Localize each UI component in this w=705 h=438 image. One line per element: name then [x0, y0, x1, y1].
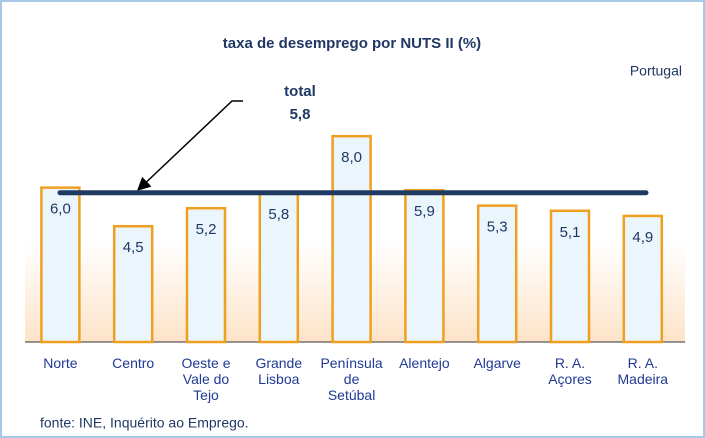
bar	[185, 206, 227, 344]
total-label: total	[284, 83, 316, 100]
bar	[404, 188, 445, 344]
value-label: 5,3	[487, 219, 508, 236]
chart-title: taxa de desemprego por NUTS II (%)	[223, 35, 481, 52]
x-tick-label: Algarve	[473, 355, 521, 371]
value-label: 5,2	[196, 221, 217, 238]
x-tick-label: Grande Lisboa	[255, 355, 303, 387]
value-label: 5,1	[560, 224, 581, 241]
source: fonte: INE, Inquérito ao Emprego.	[40, 415, 249, 431]
annotation-arrow	[137, 100, 243, 191]
value-label: 4,9	[632, 229, 653, 246]
bar	[476, 204, 518, 344]
bar	[112, 224, 154, 344]
x-tick-label: Norte	[43, 355, 78, 371]
bar	[331, 134, 372, 344]
value-label: 6,0	[50, 201, 71, 218]
subtitle: Portugal	[630, 63, 682, 79]
bar	[622, 214, 664, 344]
value-label: 5,9	[414, 203, 435, 220]
bar	[258, 191, 300, 344]
x-tick-label: Península de Setúbal	[320, 355, 383, 403]
value-label: 5,8	[268, 206, 289, 223]
bar	[549, 209, 591, 344]
bar	[40, 186, 81, 344]
x-tick-label: Alentejo	[399, 355, 450, 371]
value-label: 4,5	[123, 239, 144, 256]
value-label: 8,0	[341, 149, 362, 166]
x-tick-label: R. A. Açores	[548, 355, 592, 387]
x-tick-label: Centro	[112, 355, 155, 371]
x-tick-label: Oeste e Vale do Tejo	[181, 355, 231, 403]
total-value-label: 5,8	[290, 106, 311, 123]
x-tick-label: R. A. Madeira	[617, 355, 669, 387]
